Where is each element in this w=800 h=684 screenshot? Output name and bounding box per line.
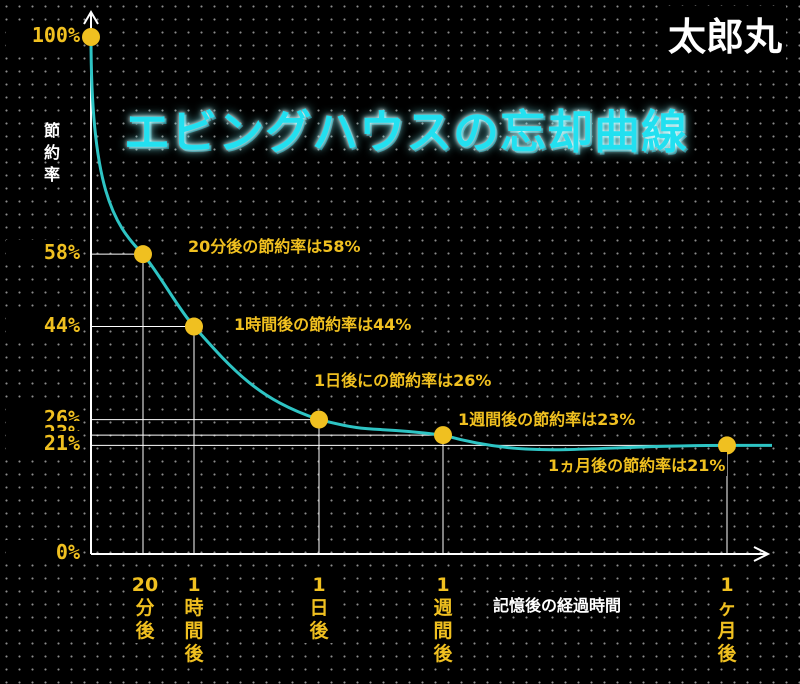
x-axis-title: 記憶後の経過時間 <box>490 592 625 616</box>
y-tick-label: 0% <box>6 540 82 564</box>
chart-title: エビングハウスの忘却曲線 <box>124 105 688 159</box>
y-tick-label: 58% <box>6 240 82 265</box>
x-tick-label: 1 ヶ月後 <box>712 574 742 666</box>
y-tick-label: 44% <box>6 312 82 337</box>
data-point-marker <box>718 436 736 455</box>
data-point-marker <box>185 317 203 336</box>
point-annotation: 1時間後の節約率は44% <box>232 311 414 335</box>
x-axis-arrow <box>753 546 771 562</box>
y-tick-label: 21% <box>6 431 82 456</box>
x-tick-label: 1 日後 <box>304 574 334 643</box>
data-point-marker <box>310 410 328 429</box>
x-tick-label: 1 週間後 <box>428 574 458 666</box>
point-annotation: 1ヵ月後の節約率は21% <box>546 452 728 476</box>
data-point-marker <box>134 245 152 264</box>
point-annotation: 1週間後の節約率は23% <box>456 406 638 430</box>
forgetting-curve-line <box>89 36 772 452</box>
x-tick-label: 20 分後 <box>128 574 162 643</box>
x-tick-label: 1 時間後 <box>179 574 209 666</box>
data-point-marker <box>434 426 452 445</box>
data-point-marker <box>82 28 100 46</box>
y-axis-title: 節約率 <box>43 121 60 184</box>
point-annotation: 20分後の節約率は58% <box>186 233 363 257</box>
y-axis-arrow <box>83 10 99 25</box>
point-annotation: 1日後にの節約率は26% <box>312 367 494 391</box>
brand-label: 太郎丸 <box>663 6 786 61</box>
y-tick-label: 100% <box>6 23 82 47</box>
